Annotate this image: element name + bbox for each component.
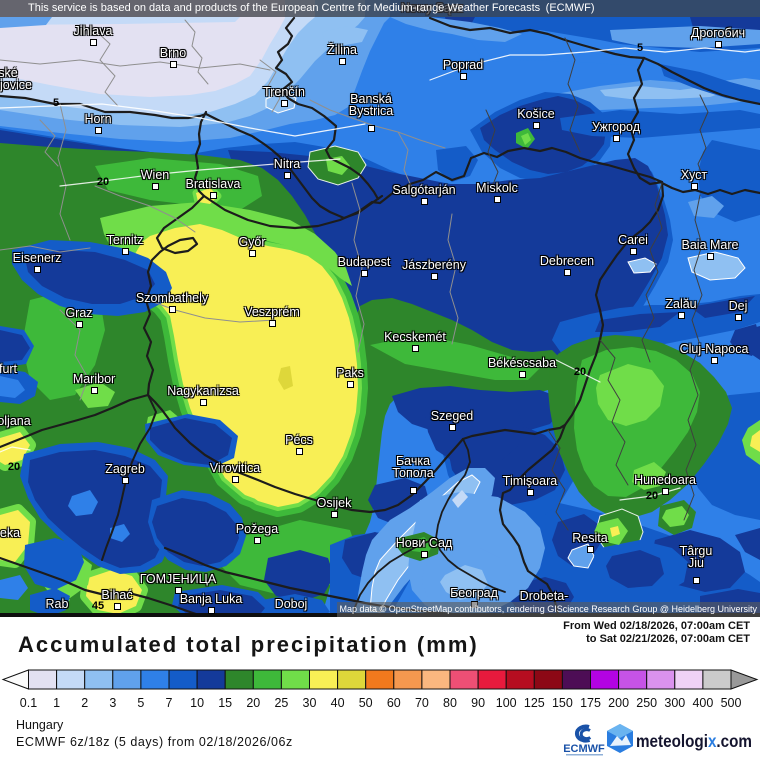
- svg-text:meteologix.com: meteologix.com: [636, 731, 752, 751]
- svg-text:ECMWF: ECMWF: [563, 743, 605, 755]
